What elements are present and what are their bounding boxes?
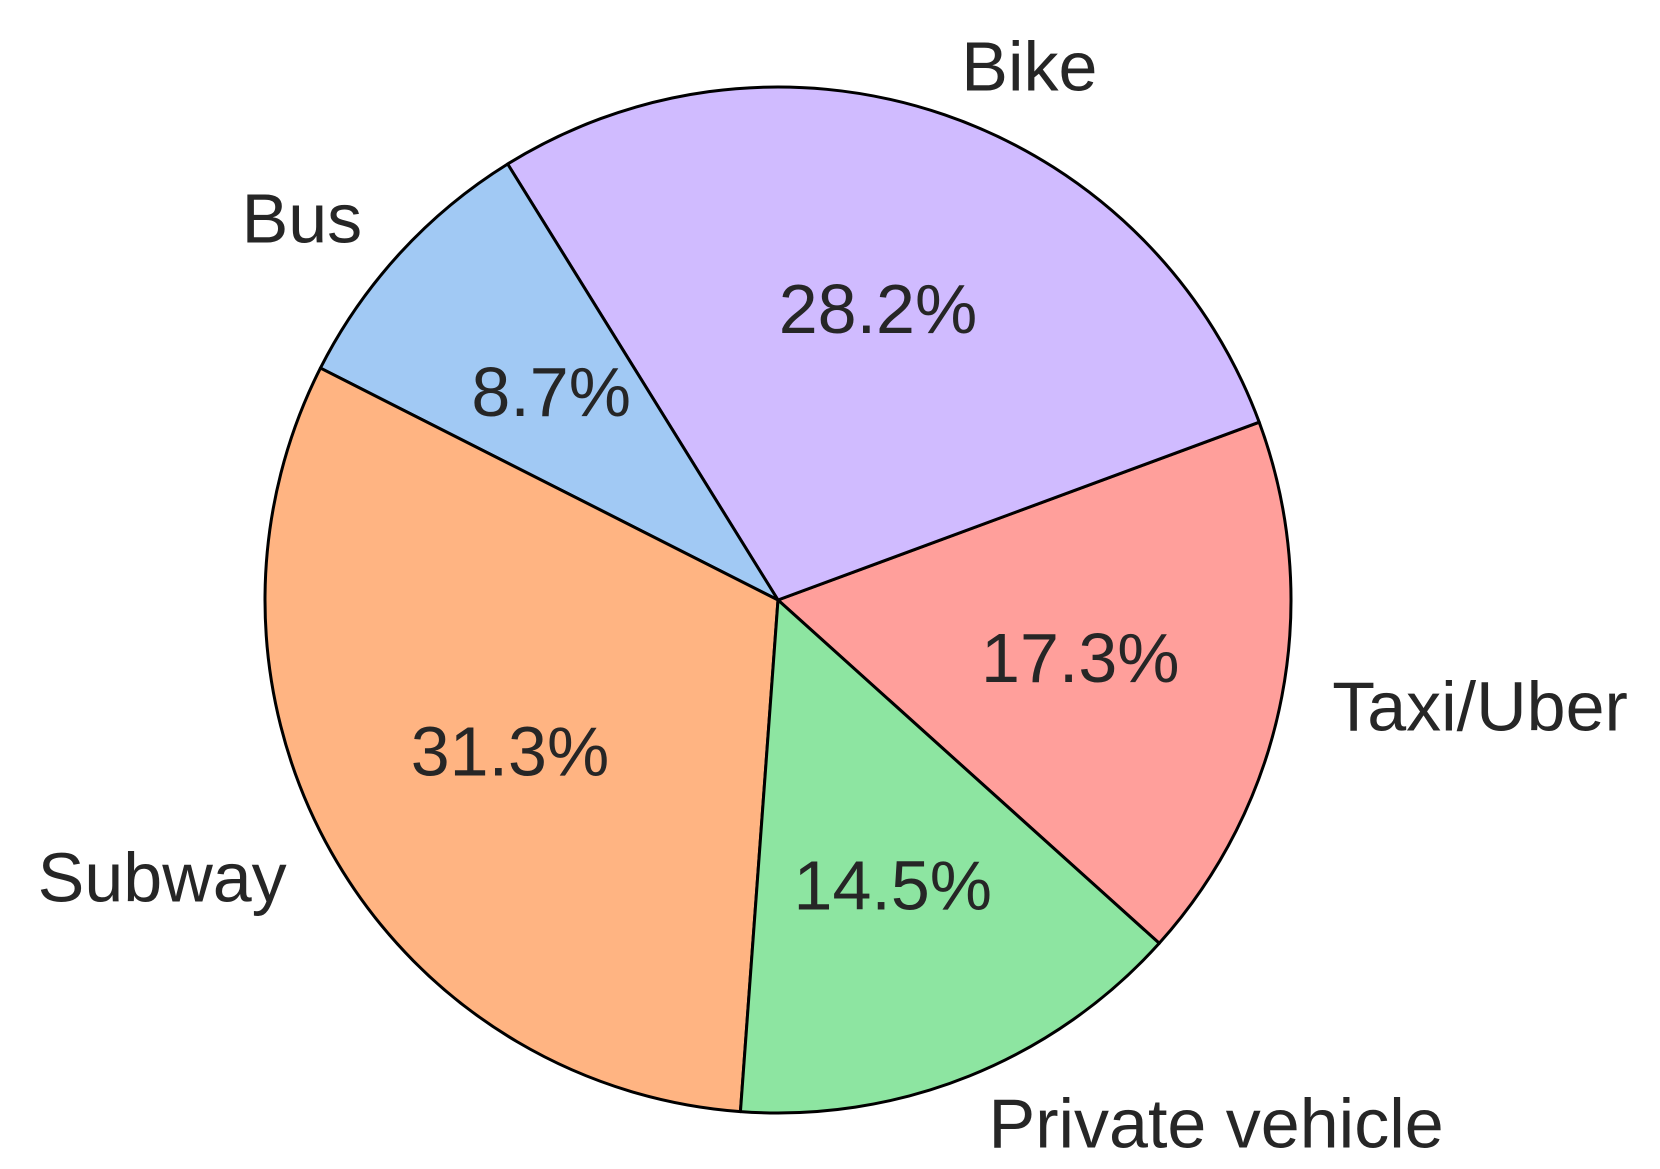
category-label-bus: Bus	[242, 180, 363, 258]
category-label-private-vehicle: Private vehicle	[989, 1085, 1444, 1163]
pie-slice-subway	[263, 366, 780, 1114]
percent-labels: 17.3% 28.2% 8.7% 31.3% 14.5%	[411, 270, 1180, 925]
category-label-bike: Bike	[961, 27, 1097, 105]
pie-slices	[263, 85, 1293, 1115]
category-label-taxi-uber: Taxi/Uber	[1332, 667, 1628, 745]
pie-slice-taxi-uber	[776, 420, 1293, 945]
pie-slice-bus	[318, 162, 780, 602]
percent-label-subway: 31.3%	[411, 712, 609, 790]
category-labels: Taxi/Uber Bike Bus Subway Private vehicle	[38, 27, 1628, 1162]
percent-label-taxi-uber: 17.3%	[981, 619, 1179, 697]
percent-label-bus: 8.7%	[471, 353, 631, 431]
percent-label-bike: 28.2%	[779, 270, 977, 348]
pie-slice-bike	[506, 85, 1261, 602]
percent-label-private-vehicle: 14.5%	[794, 847, 992, 925]
pie-slice-private-vehicle	[738, 598, 1161, 1115]
category-label-subway: Subway	[38, 839, 287, 917]
